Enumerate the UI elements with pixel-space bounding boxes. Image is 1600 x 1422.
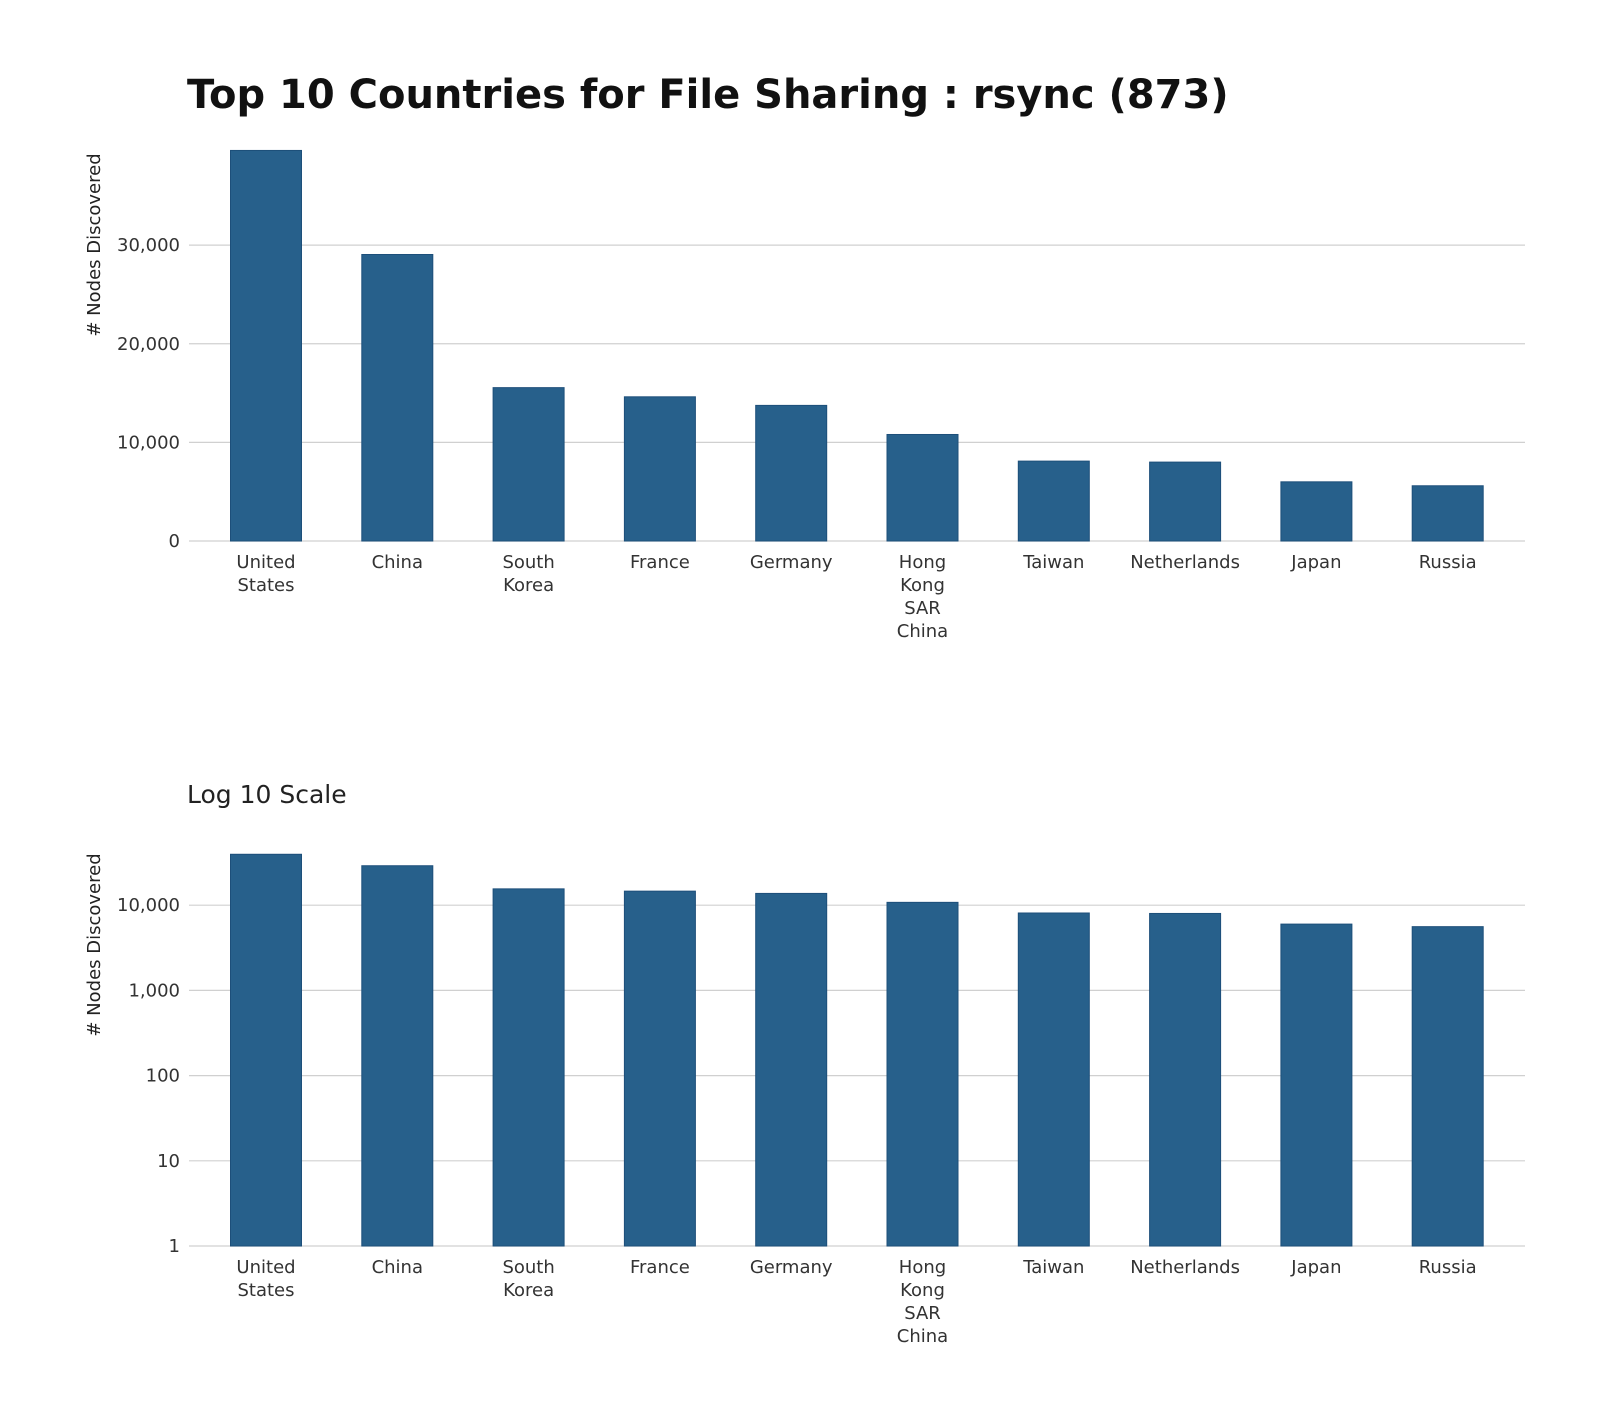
x-tick-label: France: [630, 552, 690, 573]
x-tick-label: United: [236, 552, 295, 573]
y-tick-label: 100: [146, 1066, 180, 1087]
bar-south-korea: [492, 387, 565, 542]
y-tick-label: 20,000: [117, 334, 180, 355]
bar-hong-kong-sar-china: [886, 901, 959, 1247]
x-tick-label: States: [237, 575, 294, 596]
chart-title: Top 10 Countries for File Sharing : rsyn…: [187, 72, 1229, 118]
x-tick-label: Germany: [750, 552, 833, 573]
bar-china: [361, 253, 434, 542]
x-tick-label: Japan: [1290, 1257, 1341, 1278]
bar-japan: [1280, 923, 1353, 1247]
y-tick-label: 10: [157, 1151, 180, 1172]
bar-germany: [755, 892, 828, 1247]
bar-netherlands: [1149, 912, 1222, 1247]
x-tick-label: States: [237, 1280, 294, 1301]
x-tick-label: France: [630, 1257, 690, 1278]
bar-taiwan: [1017, 912, 1090, 1247]
bar-france: [623, 890, 696, 1247]
x-tick-label: Kong: [900, 575, 945, 596]
x-tick-label: South: [502, 552, 554, 573]
x-tick-label: SAR: [904, 598, 941, 619]
y-tick-label: 0: [169, 531, 180, 552]
x-tick-label: Korea: [503, 1280, 554, 1301]
x-tick-label: Russia: [1419, 1257, 1477, 1278]
y-axis-label: # Nodes Discovered: [84, 853, 105, 1036]
x-tick-label: Taiwan: [1022, 552, 1084, 573]
bar-south-korea: [492, 888, 565, 1247]
x-tick-label: Kong: [900, 1280, 945, 1301]
x-tick-label: China: [897, 621, 948, 642]
bar-hong-kong-sar-china: [886, 433, 959, 542]
x-tick-label: Hong: [899, 552, 946, 573]
x-tick-label: Russia: [1419, 552, 1477, 573]
x-tick-label: Germany: [750, 1257, 833, 1278]
log-chart-subtitle: Log 10 Scale: [187, 780, 347, 809]
x-tick-label: China: [897, 1326, 948, 1347]
x-tick-label: Japan: [1290, 552, 1341, 573]
y-tick-label: 10,000: [117, 895, 180, 916]
bar-germany: [755, 404, 828, 542]
bar-netherlands: [1149, 461, 1222, 542]
bar-japan: [1280, 481, 1353, 542]
y-tick-label: 1,000: [128, 980, 180, 1001]
x-tick-label: Netherlands: [1130, 1257, 1240, 1278]
x-tick-label: China: [372, 1257, 423, 1278]
bar-russia: [1411, 926, 1484, 1247]
x-tick-label: South: [502, 1257, 554, 1278]
bar-france: [623, 396, 696, 542]
x-tick-label: Hong: [899, 1257, 946, 1278]
bar-taiwan: [1017, 460, 1090, 542]
y-tick-label: 10,000: [117, 432, 180, 453]
bar-russia: [1411, 485, 1484, 542]
bar-china: [361, 865, 434, 1247]
x-tick-label: Netherlands: [1130, 552, 1240, 573]
y-tick-label: 1: [169, 1236, 180, 1257]
x-tick-label: Korea: [503, 575, 554, 596]
bar-united-states: [230, 149, 302, 542]
y-tick-label: 30,000: [117, 235, 180, 256]
x-tick-label: SAR: [904, 1303, 941, 1324]
bar-united-states: [230, 853, 302, 1247]
y-axis-label: # Nodes Discovered: [84, 153, 105, 336]
x-tick-label: China: [372, 552, 423, 573]
x-tick-label: Taiwan: [1022, 1257, 1084, 1278]
x-tick-label: United: [236, 1257, 295, 1278]
